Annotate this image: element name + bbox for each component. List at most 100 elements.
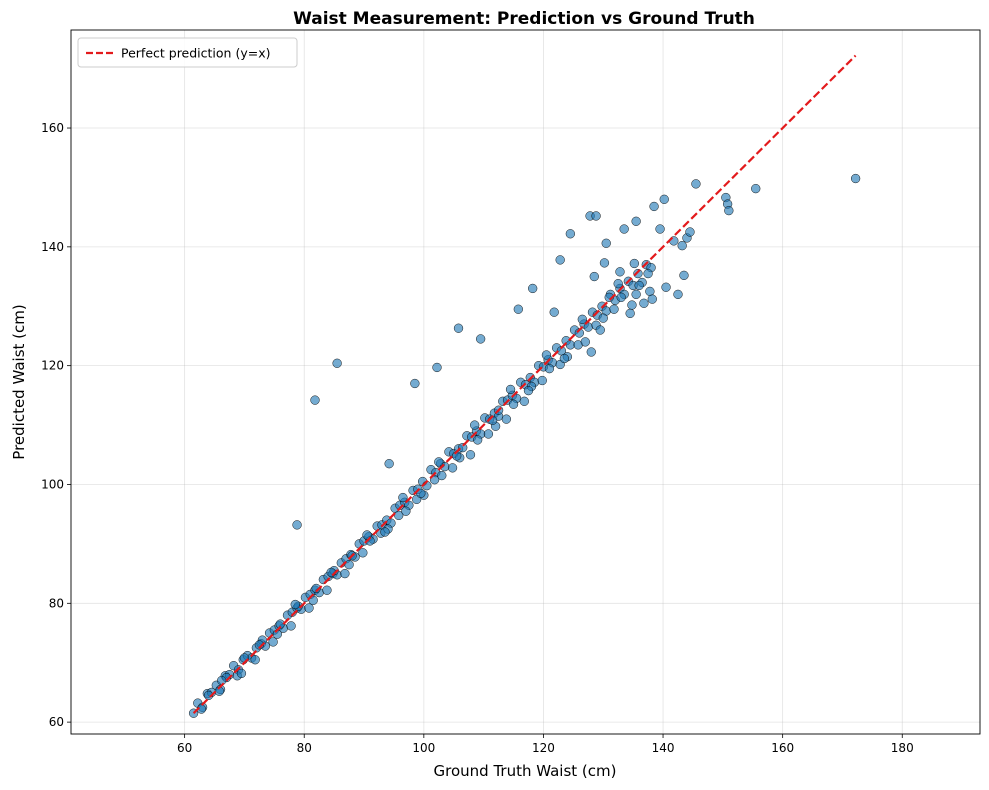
scatter-point xyxy=(432,362,442,373)
scatter-point xyxy=(358,548,368,558)
legend-box xyxy=(77,37,298,68)
scatter-point xyxy=(470,420,480,430)
scatter-point xyxy=(513,304,523,314)
x-tick-label: 80 xyxy=(297,741,312,755)
scatter-point xyxy=(292,520,302,530)
scatter-point xyxy=(598,313,608,323)
scatter-point xyxy=(384,459,394,469)
scatter-point xyxy=(508,399,519,409)
scatter-point xyxy=(685,227,695,237)
scatter-point xyxy=(555,255,565,265)
scatter-point xyxy=(217,675,227,686)
data-points xyxy=(188,173,861,718)
scatter-point xyxy=(465,450,476,460)
scatter-point xyxy=(310,395,320,405)
scatter-point xyxy=(559,353,570,364)
y-tick-label: 140 xyxy=(41,240,64,254)
scatter-point xyxy=(340,568,350,579)
axis-ticks: 60 80 100 120 140 160 180 60 80 100 120 140 160 xyxy=(41,121,914,755)
scatter-point xyxy=(647,294,657,304)
scatter-point xyxy=(437,470,447,481)
scatter-point xyxy=(447,463,458,473)
scatter-point xyxy=(591,211,601,221)
chart-title: Waist Measurement: Prediction vs Ground … xyxy=(293,9,755,29)
scatter-point xyxy=(565,229,576,239)
perfect-prediction-line xyxy=(192,54,857,714)
y-axis-label: Predicted Waist (cm) xyxy=(10,304,28,459)
scatter-point xyxy=(633,268,643,279)
scatter-point xyxy=(290,599,300,610)
scatter-point xyxy=(649,201,659,212)
scatter-point xyxy=(625,308,635,319)
scatter-point xyxy=(639,298,649,308)
y-tick-label: 80 xyxy=(49,596,64,610)
scatter-point xyxy=(615,267,625,277)
scatter-point xyxy=(580,337,590,347)
scatter-point xyxy=(565,340,576,350)
scatter-point xyxy=(691,179,701,189)
scatter-point xyxy=(410,378,420,389)
scatter-point xyxy=(673,289,683,300)
scatter-point xyxy=(544,363,555,374)
scatter-point xyxy=(505,384,516,395)
scatter-point xyxy=(528,283,538,294)
scatter-point xyxy=(473,435,483,445)
scatter-point xyxy=(661,282,671,292)
scatter-point xyxy=(380,527,390,537)
scatter-point xyxy=(475,334,486,344)
scatter-point xyxy=(483,429,494,439)
scatter-point xyxy=(679,270,689,281)
x-axis-label: Ground Truth Waist (cm) xyxy=(434,762,617,780)
scatter-point xyxy=(586,347,596,357)
scatter-point xyxy=(434,457,444,467)
scatter-point xyxy=(601,238,611,248)
scatter-point xyxy=(655,224,665,234)
scatter-point xyxy=(631,216,641,226)
scatter-point xyxy=(250,655,260,665)
x-tick-label: 100 xyxy=(412,741,435,755)
scatter-point xyxy=(629,258,639,269)
scatter-point xyxy=(619,224,629,234)
scatter-point xyxy=(643,268,653,279)
scatter-point xyxy=(416,488,426,499)
scatter-point xyxy=(589,271,599,282)
scatter-point xyxy=(677,241,687,251)
scatter-point xyxy=(537,375,547,386)
scatter-point xyxy=(458,442,468,453)
scatter-point xyxy=(724,205,734,216)
x-tick-label: 160 xyxy=(771,741,794,755)
scatter-point xyxy=(398,492,408,503)
scatter-point xyxy=(645,286,655,297)
x-tick-label: 180 xyxy=(891,741,914,755)
scatter-point xyxy=(577,314,587,324)
scatter-point xyxy=(344,560,354,570)
scatter-point xyxy=(616,292,626,302)
x-tick-label: 120 xyxy=(532,741,555,755)
scatter-point xyxy=(751,183,761,194)
y-tick-label: 120 xyxy=(41,359,64,373)
scatter-point xyxy=(850,173,861,184)
scatter-point xyxy=(613,279,623,289)
scatter-point xyxy=(595,325,605,335)
x-tick-label: 60 xyxy=(177,741,192,755)
scatter-point xyxy=(332,358,342,368)
scatter-point xyxy=(627,300,637,310)
scatter-point xyxy=(634,280,644,291)
y-tick-label: 160 xyxy=(41,121,64,135)
scatter-point xyxy=(519,396,529,406)
plot-frame xyxy=(70,29,981,735)
scatter-point xyxy=(659,194,669,204)
reference-line-group xyxy=(192,54,857,714)
scatter-point xyxy=(304,603,314,613)
x-tick-label: 140 xyxy=(652,741,675,755)
scatter-point xyxy=(268,637,278,647)
scatter-point xyxy=(541,350,552,360)
scatter-point xyxy=(631,289,641,300)
scatter-point xyxy=(236,668,247,679)
scatter-point xyxy=(453,323,464,333)
scatter-point xyxy=(501,414,512,424)
scatter-point xyxy=(599,258,610,268)
scatter-point xyxy=(609,304,619,314)
scatter-point xyxy=(322,585,332,595)
